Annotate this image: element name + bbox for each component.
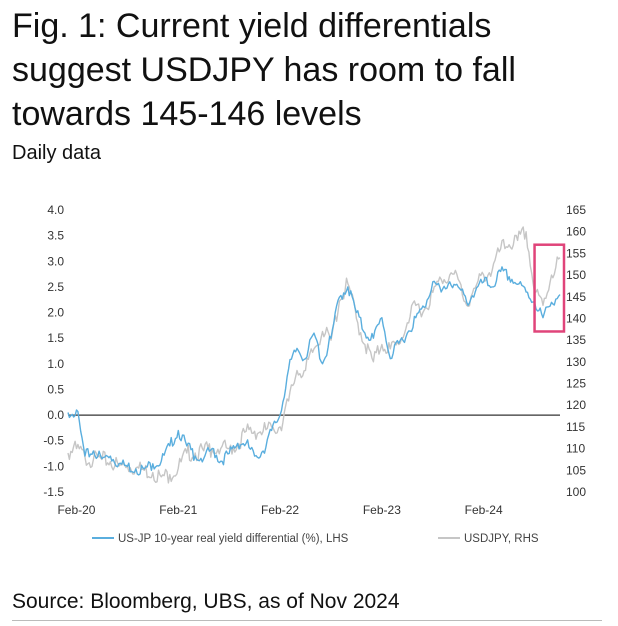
y-right-tick-label: 150 <box>566 268 586 282</box>
y-right-tick-label: 115 <box>566 420 585 434</box>
yield-differential-line <box>67 266 561 476</box>
source-note: Source: Bloomberg, UBS, as of Nov 2024 <box>12 590 400 613</box>
y-right-tick-label: 145 <box>566 290 586 304</box>
chart-title: Fig. 1: Current yield differentials sugg… <box>12 7 516 133</box>
x-tick-label: Feb-22 <box>261 503 299 517</box>
legend-label-yield-differential: US-JP 10-year real yield differential (%… <box>118 533 349 545</box>
y-left-tick-label: 3.5 <box>47 229 64 243</box>
y-right-tick-label: 130 <box>566 355 586 369</box>
y-left-tick-label: 0.5 <box>47 382 64 396</box>
y-left-tick-label: -1.0 <box>43 459 64 473</box>
highlight-box <box>533 243 566 333</box>
y-left-tick-label: 4.0 <box>47 203 64 217</box>
y-left-tick-label: -0.5 <box>43 434 64 448</box>
x-tick-label: Feb-23 <box>363 503 401 517</box>
y-right-tick-label: 125 <box>566 377 586 391</box>
usdjpy-line <box>67 226 561 484</box>
y-right-tick-label: 140 <box>566 311 586 325</box>
y-left-tick-label: 2.5 <box>47 280 64 294</box>
y-right-tick-label: 155 <box>566 246 586 260</box>
y-left-tick-label: 2.0 <box>47 306 64 320</box>
y-right-tick-label: 110 <box>566 442 585 456</box>
y-left-tick-label: 3.0 <box>47 254 64 268</box>
y-right-tick-label: 120 <box>566 398 586 412</box>
y-left-tick-label: 0.0 <box>47 408 64 422</box>
line-chart: 4.0 3.5 3.0 2.5 2.0 1.5 1.0 0.5 0.0 -0.5 -1.0 -1.5 1… <box>43 203 586 545</box>
y-right-tick-label: 160 <box>566 225 586 239</box>
y-right-tick-label: 100 <box>566 485 586 499</box>
y-left-tick-label: 1.0 <box>47 357 64 371</box>
chart-subtitle: Daily data <box>12 142 101 164</box>
x-tick-label: Feb-20 <box>57 503 95 517</box>
chart-area: 4.0 3.5 3.0 2.5 2.0 1.5 1.0 0.5 0.0 -0.5 -1.0 -1.5 1… <box>40 180 600 556</box>
y-right-tick-label: 135 <box>566 333 586 347</box>
y-right-tick-label: 105 <box>566 463 586 477</box>
x-tick-label: Feb-24 <box>465 503 503 517</box>
legend-label-usdjpy: USDJPY, RHS <box>464 533 539 545</box>
source-divider <box>12 620 602 621</box>
y-left-tick-label: 1.5 <box>47 331 64 345</box>
x-tick-label: Feb-21 <box>159 503 197 517</box>
y-right-tick-label: 165 <box>566 203 586 217</box>
y-left-tick-label: -1.5 <box>43 485 64 499</box>
